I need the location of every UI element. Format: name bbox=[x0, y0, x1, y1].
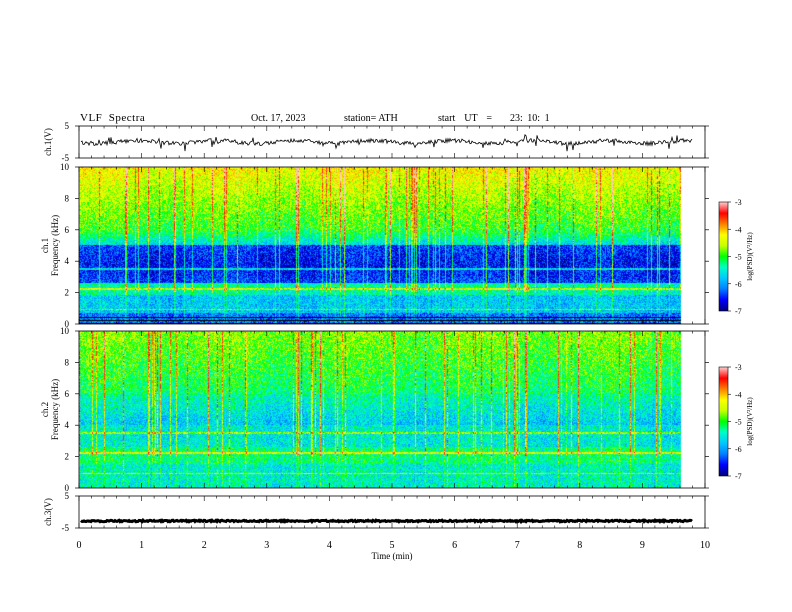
ch2_spectrogram-colorbar-label: log(PSD)(V²/Hz) bbox=[746, 397, 754, 446]
start-ut-label: start UT = 23: 10: 1 bbox=[438, 113, 550, 124]
ch1_spectrogram-colorbar-tick-label: -3 bbox=[735, 198, 742, 207]
ch1_waveform-trace bbox=[80, 134, 693, 152]
ch1_spectrogram-ytick-label: 0 bbox=[65, 319, 70, 329]
ch1_spectrogram-colorbar-tick-label: -4 bbox=[735, 225, 742, 234]
ch1_spectrogram-colorbar-tick-label: -5 bbox=[735, 253, 742, 262]
ch2_spectrogram-colorbar-tick-label: -5 bbox=[735, 418, 742, 427]
ch2_spectrogram-colorbar-tick-label: -7 bbox=[735, 472, 742, 481]
ch1_spectrogram-colorbar-label: log(PSD)(V²/Hz) bbox=[746, 232, 754, 281]
ch3_waveform-trace bbox=[79, 517, 693, 525]
x-tick-label: 7 bbox=[515, 540, 520, 551]
ch2_spectrogram-ytick-label: 6 bbox=[65, 389, 70, 399]
x-tick-label: 6 bbox=[452, 540, 457, 551]
x-tick-label: 1 bbox=[139, 540, 144, 551]
x-tick-label: 8 bbox=[577, 540, 582, 551]
x-tick-label: 10 bbox=[700, 540, 710, 551]
date-label: Oct. 17, 2023 bbox=[251, 113, 306, 124]
ch2_spectrogram-ytick-label: 10 bbox=[60, 326, 70, 336]
ch1_spectrogram-colorbar-tick-label: -6 bbox=[735, 280, 742, 289]
ch1_spectrogram-ytick-label: 2 bbox=[65, 288, 70, 298]
x-tick-label: 2 bbox=[202, 540, 207, 551]
ch3_waveform-ytick-label: -5 bbox=[62, 523, 70, 533]
ch3_waveform-ylabel: ch.3(V) bbox=[43, 498, 53, 526]
ch3_waveform-ytick-label: 5 bbox=[65, 491, 70, 501]
x-tick-label: 9 bbox=[640, 540, 645, 551]
ch2_spectrogram-colorbar-tick-label: -3 bbox=[735, 363, 742, 372]
ch1-colorbar bbox=[719, 202, 728, 311]
ch1-spectrogram-image bbox=[79, 167, 693, 324]
ch1_spectrogram-ytick-label: 8 bbox=[65, 193, 70, 203]
ch1_spectrogram-colorbar-tick-label: -7 bbox=[735, 307, 742, 316]
ch2-spectrogram-image bbox=[79, 331, 693, 488]
x-tick-label: 3 bbox=[264, 540, 269, 551]
ch2-colorbar bbox=[719, 367, 728, 476]
ch2_spectrogram-ylabel: Frequency (kHz) bbox=[50, 379, 60, 440]
ch2_spectrogram-channel-label: ch.2 bbox=[40, 402, 50, 417]
chart-title: VLF Spectra bbox=[80, 112, 146, 124]
x-tick-label: 4 bbox=[327, 540, 332, 551]
ch2_spectrogram-ytick-label: 0 bbox=[65, 483, 70, 493]
ch2_spectrogram-colorbar-tick-label: -4 bbox=[735, 390, 742, 399]
x-tick-label: 0 bbox=[77, 540, 82, 551]
ch1_spectrogram-ylabel: Frequency (kHz) bbox=[50, 215, 60, 276]
ch1_spectrogram-ytick-label: 4 bbox=[65, 256, 70, 266]
ch1_waveform-ytick-label: -5 bbox=[62, 153, 70, 163]
x-tick-label: 5 bbox=[390, 540, 395, 551]
ch1_spectrogram-ytick-label: 10 bbox=[60, 162, 70, 172]
ch2_spectrogram-ytick-label: 4 bbox=[65, 420, 70, 430]
x-axis-label: Time (min) bbox=[372, 551, 413, 561]
ch1_spectrogram-ytick-label: 6 bbox=[65, 225, 70, 235]
ch2_spectrogram-colorbar-tick-label: -6 bbox=[735, 445, 742, 454]
ch1_waveform-ytick-label: 5 bbox=[65, 121, 70, 131]
ch1_waveform-ylabel: ch.1(V) bbox=[43, 128, 53, 156]
station-label: station= ATH bbox=[344, 113, 398, 124]
ch2_spectrogram-ytick-label: 8 bbox=[65, 357, 70, 367]
ch1_spectrogram-channel-label: ch.1 bbox=[40, 238, 50, 253]
ch2_spectrogram-ytick-label: 2 bbox=[65, 452, 70, 462]
